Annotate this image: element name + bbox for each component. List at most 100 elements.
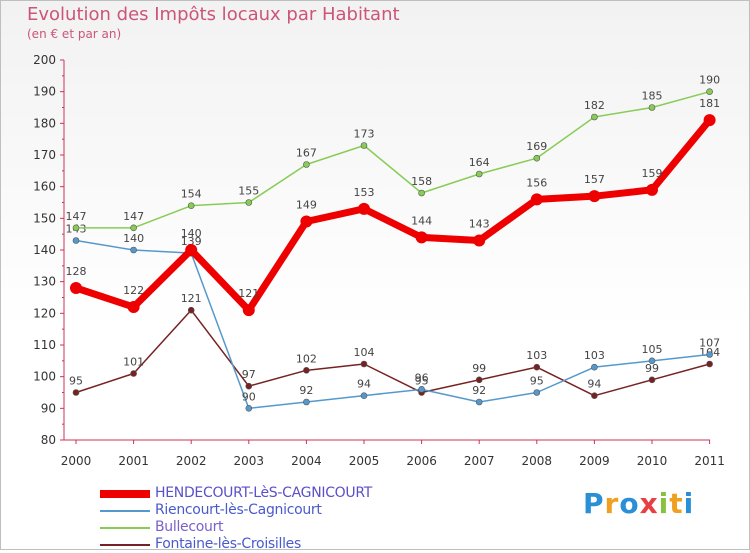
legend-label: Riencourt-lès-Cagnicourt xyxy=(155,502,322,518)
legend-label: HENDECOURT-LèS-CAGNICOURT xyxy=(155,485,373,501)
data-point xyxy=(72,237,80,244)
data-label: 140 xyxy=(123,232,144,245)
data-label: 107 xyxy=(699,337,720,350)
x-tick-label: 2008 xyxy=(522,454,553,468)
data-label: 95 xyxy=(530,375,544,388)
data-point xyxy=(245,405,253,412)
y-tick-label: 140 xyxy=(33,243,56,257)
legend-item: HENDECOURT-LèS-CAGNICOURT xyxy=(100,486,460,502)
data-label: 147 xyxy=(66,210,87,223)
y-tick-label: 100 xyxy=(33,370,56,384)
data-point xyxy=(185,244,198,256)
x-tick-label: 2007 xyxy=(464,454,495,468)
data-label: 128 xyxy=(66,265,87,278)
chart-title: Evolution des Impôts locaux par Habitant xyxy=(27,4,400,25)
data-label: 143 xyxy=(469,218,490,231)
data-point xyxy=(187,306,195,314)
data-label: 103 xyxy=(584,349,605,362)
data-label: 155 xyxy=(238,185,259,198)
legend-label: Bullecourt xyxy=(155,519,224,535)
data-label: 158 xyxy=(411,175,432,188)
data-label: 102 xyxy=(296,352,317,365)
logo-letter: i xyxy=(683,487,695,520)
y-tick-label: 190 xyxy=(33,85,56,99)
data-point xyxy=(360,360,368,368)
data-point xyxy=(242,304,255,317)
legend-swatch xyxy=(100,510,150,512)
data-point xyxy=(533,389,541,396)
data-point xyxy=(245,382,253,390)
data-label: 157 xyxy=(584,173,605,186)
logo-letter: r xyxy=(604,487,620,520)
legend-swatch xyxy=(100,490,150,498)
data-label: 139 xyxy=(181,235,202,248)
data-label: 105 xyxy=(642,343,663,356)
data-label: 90 xyxy=(242,390,256,403)
data-label: 182 xyxy=(584,99,605,112)
data-label: 121 xyxy=(238,287,259,300)
data-point xyxy=(648,376,656,384)
x-tick-label: 2010 xyxy=(637,454,668,468)
data-point xyxy=(72,224,80,232)
data-label: 169 xyxy=(526,140,547,153)
x-tick-label: 2001 xyxy=(118,454,149,468)
data-label: 101 xyxy=(123,356,144,369)
legend-item: Fontaine-lès-Croisilles xyxy=(100,537,460,553)
x-tick-label: 2009 xyxy=(579,454,610,468)
data-label: 173 xyxy=(354,128,375,141)
data-label: 97 xyxy=(242,368,256,381)
series-line xyxy=(75,90,711,229)
legend-swatch xyxy=(100,527,150,529)
data-label: 122 xyxy=(123,284,144,297)
data-label: 99 xyxy=(645,362,659,375)
data-point xyxy=(130,224,137,232)
data-point xyxy=(127,301,140,313)
data-point xyxy=(475,398,483,406)
data-point xyxy=(475,376,483,384)
logo-letter: o xyxy=(619,487,640,520)
data-point xyxy=(646,183,658,196)
data-point xyxy=(303,367,310,374)
data-point xyxy=(591,363,598,371)
x-tick-label: 2006 xyxy=(406,454,437,468)
data-point xyxy=(130,246,137,254)
series-line xyxy=(75,309,711,397)
data-point xyxy=(706,360,713,368)
data-point xyxy=(533,363,541,371)
data-point xyxy=(706,351,713,358)
data-point xyxy=(418,386,425,393)
logo-letter: t xyxy=(669,487,684,520)
data-label: 140 xyxy=(181,227,202,240)
data-point xyxy=(303,398,310,406)
y-tick-label: 200 xyxy=(33,53,56,67)
logo-letter: i xyxy=(658,487,670,520)
data-label: 121 xyxy=(181,292,202,305)
legend-label: Fontaine-lès-Croisilles xyxy=(155,536,301,552)
y-tick-label: 120 xyxy=(33,306,56,320)
data-label: 181 xyxy=(699,97,720,110)
data-label: 94 xyxy=(357,378,371,391)
data-label: 153 xyxy=(354,186,375,199)
data-point xyxy=(648,357,656,365)
data-label: 95 xyxy=(415,375,429,388)
y-tick-label: 90 xyxy=(41,401,56,415)
data-label: 92 xyxy=(472,384,486,397)
y-tick-label: 160 xyxy=(33,180,56,194)
data-label: 167 xyxy=(296,147,317,160)
legend-item: Riencourt-lès-Cagnicourt xyxy=(100,503,460,519)
data-point xyxy=(591,392,598,399)
data-point xyxy=(703,114,716,127)
logo-letter: P xyxy=(583,487,605,520)
data-point xyxy=(648,104,656,111)
data-label: 94 xyxy=(587,378,601,391)
data-point xyxy=(303,161,310,168)
data-label: 103 xyxy=(526,349,547,362)
data-point xyxy=(130,370,137,377)
x-tick-label: 2005 xyxy=(349,454,380,468)
legend-swatch xyxy=(100,544,150,546)
data-point xyxy=(70,282,82,294)
data-point xyxy=(72,389,80,396)
x-tick-label: 2003 xyxy=(234,454,265,468)
